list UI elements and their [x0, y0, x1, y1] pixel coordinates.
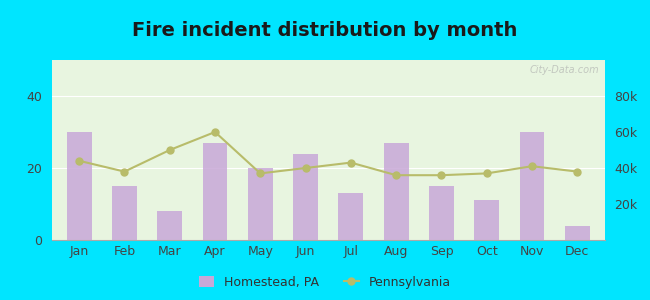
Text: Fire incident distribution by month: Fire incident distribution by month — [133, 21, 517, 40]
Legend: Homestead, PA, Pennsylvania: Homestead, PA, Pennsylvania — [194, 271, 456, 294]
Text: City-Data.com: City-Data.com — [529, 65, 599, 75]
Bar — [293, 154, 318, 240]
Bar — [339, 193, 363, 240]
Bar — [565, 226, 590, 240]
Bar — [67, 132, 92, 240]
Bar — [203, 143, 228, 240]
Bar — [519, 132, 545, 240]
Bar — [474, 200, 499, 240]
Bar — [384, 143, 409, 240]
Bar — [157, 211, 182, 240]
Bar — [248, 168, 273, 240]
Bar — [429, 186, 454, 240]
Bar — [112, 186, 137, 240]
